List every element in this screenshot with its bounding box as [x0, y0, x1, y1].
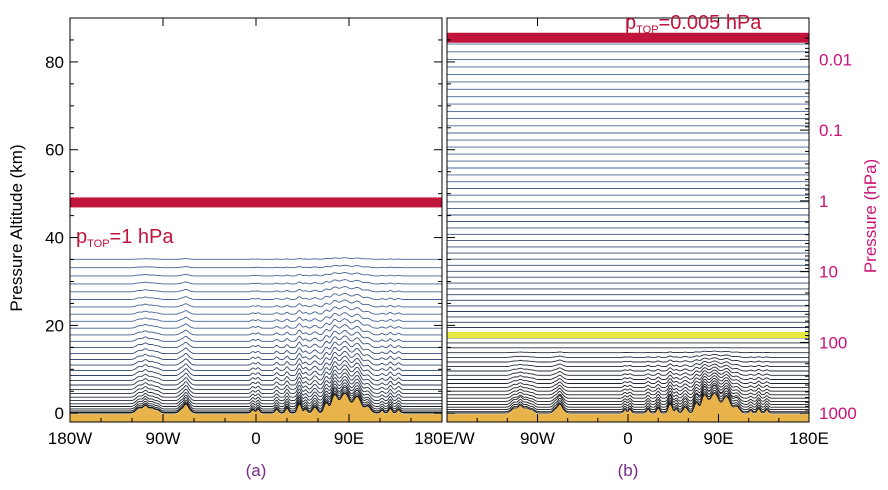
model-level-line	[70, 368, 442, 386]
panel-b-ptop-prefix: p	[625, 12, 636, 34]
model-level-line	[447, 369, 809, 380]
model-level-line	[70, 355, 442, 371]
x-tick-label: 180E/W	[414, 429, 474, 448]
model-level-line	[70, 335, 442, 349]
panel-b: 0.01 0.1 1 10 100 1000 90W 0 90E 180E pTOP=0.005…	[446, 12, 857, 480]
model-level-line	[70, 305, 442, 315]
model-level-line	[70, 264, 442, 269]
model-level-line	[70, 279, 442, 285]
model-level-line	[70, 340, 442, 355]
model-level-line	[447, 360, 809, 368]
model-level-line	[447, 377, 809, 392]
y-tick-label: 40	[45, 229, 64, 248]
x-tick-label: 90W	[146, 429, 181, 448]
model-level-line	[70, 392, 442, 413]
model-level-line	[447, 391, 809, 413]
model-level-line	[70, 312, 442, 322]
model-level-line	[70, 324, 442, 336]
panel-a: 0 20 40 60 80 180W 90W 0 90E 180E/W pTOP=1 hPa (…	[45, 17, 475, 480]
model-level-line	[447, 354, 809, 358]
panel-a-ptop-prefix: p	[76, 226, 87, 248]
y-tick-label: 60	[45, 141, 64, 160]
pressure-tick-label: 0.01	[819, 50, 852, 69]
model-level-line	[447, 387, 809, 408]
panel-b-frame	[447, 18, 809, 422]
model-level-line	[70, 318, 442, 329]
model-level-line	[70, 292, 442, 300]
model-level-line	[70, 389, 442, 410]
panel-b-model-top-band	[447, 32, 809, 43]
model-level-line	[447, 389, 809, 411]
model-level-line	[70, 393, 442, 414]
model-level-line	[447, 384, 809, 405]
model-level-line	[70, 372, 442, 390]
panel-b-ptop-subscript: TOP	[636, 24, 658, 36]
model-level-line	[447, 366, 809, 376]
x-tick-label: 90W	[520, 429, 555, 448]
panel-a-label: (a)	[246, 461, 267, 480]
panel-a-ptop-suffix: =1 hPa	[110, 226, 175, 248]
model-level-line	[70, 364, 442, 381]
model-level-line	[447, 382, 809, 399]
panel-b-pressure-ticks: 0.01 0.1 1 10 100 1000	[800, 37, 857, 423]
model-level-line	[447, 363, 809, 372]
panel-a-frame	[70, 18, 442, 422]
model-level-line	[70, 385, 442, 405]
panel-a-ptop-subscript: TOP	[87, 238, 109, 250]
y-tick-label: 0	[55, 404, 64, 423]
model-level-line	[70, 360, 442, 376]
model-level-line	[70, 345, 442, 360]
model-level-line	[70, 299, 442, 308]
model-level-line	[70, 286, 442, 293]
x-tick-label: 0	[251, 429, 260, 448]
model-level-line	[70, 350, 442, 366]
model-level-line	[447, 350, 809, 354]
model-level-line	[70, 391, 442, 412]
panel-b-ptop-annotation: pTOP=0.005 hPa	[625, 12, 762, 36]
panel-b-label: (b)	[618, 461, 639, 480]
panel-a-ptop-annotation: pTOP=1 hPa	[76, 226, 174, 250]
model-level-line	[447, 357, 809, 363]
model-level-line	[447, 375, 809, 388]
y-tick-label: 20	[45, 316, 64, 335]
panel-b-highlight-level	[447, 332, 809, 339]
model-level-line	[70, 329, 442, 342]
model-level-line	[70, 386, 442, 407]
model-level-line	[447, 393, 809, 414]
model-level-line	[70, 379, 442, 398]
panel-a-model-top-band	[70, 197, 442, 208]
model-level-line	[447, 372, 809, 384]
model-level-line	[70, 257, 442, 260]
pressure-tick-label: 100	[819, 333, 847, 352]
panel-b-x-ticks: 90W 0 90E 180E	[446, 18, 829, 448]
panel-a-y-ticks: 0 20 40 60 80	[45, 39, 442, 423]
x-tick-label: 180E	[789, 429, 829, 448]
pressure-tick-label: 0.1	[819, 121, 843, 140]
model-level-line	[70, 382, 442, 402]
pressure-tick-label: 10	[819, 263, 838, 282]
panel-a-x-ticks: 180W 90W 0 90E 180E/W	[48, 18, 475, 448]
x-tick-label: 0	[623, 429, 632, 448]
x-tick-label: 180W	[48, 429, 92, 448]
y-tick-label: 80	[45, 53, 64, 72]
model-level-line	[70, 375, 442, 394]
panel-b-ptop-suffix: =0.005 hPa	[659, 12, 763, 34]
pressure-tick-label: 1000	[819, 404, 857, 423]
pressure-tick-label: 1	[819, 192, 828, 211]
model-level-line	[447, 380, 809, 396]
model-level-line	[70, 272, 442, 277]
panel-b-minor-ticks	[447, 39, 455, 414]
x-tick-label: 90E	[334, 429, 364, 448]
y2-axis-title: Pressure (hPa)	[861, 159, 880, 273]
y-axis-title: Pressure Altitude (km)	[7, 144, 26, 311]
panel-a-levels	[70, 257, 442, 414]
panel-b-levels	[447, 43, 809, 414]
model-level-line	[447, 385, 809, 402]
x-tick-label: 90E	[703, 429, 733, 448]
